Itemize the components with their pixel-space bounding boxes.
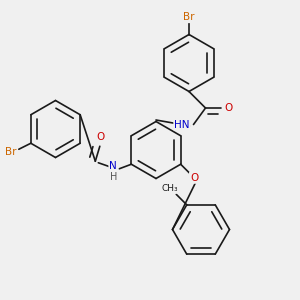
Text: O: O — [97, 132, 105, 142]
Text: Br: Br — [5, 147, 16, 157]
Text: H: H — [110, 172, 117, 182]
Text: O: O — [224, 103, 232, 113]
Text: Br: Br — [183, 12, 195, 22]
Text: O: O — [190, 173, 198, 183]
Text: HN: HN — [174, 119, 190, 130]
Text: N: N — [110, 161, 117, 171]
Text: CH₃: CH₃ — [162, 184, 178, 193]
